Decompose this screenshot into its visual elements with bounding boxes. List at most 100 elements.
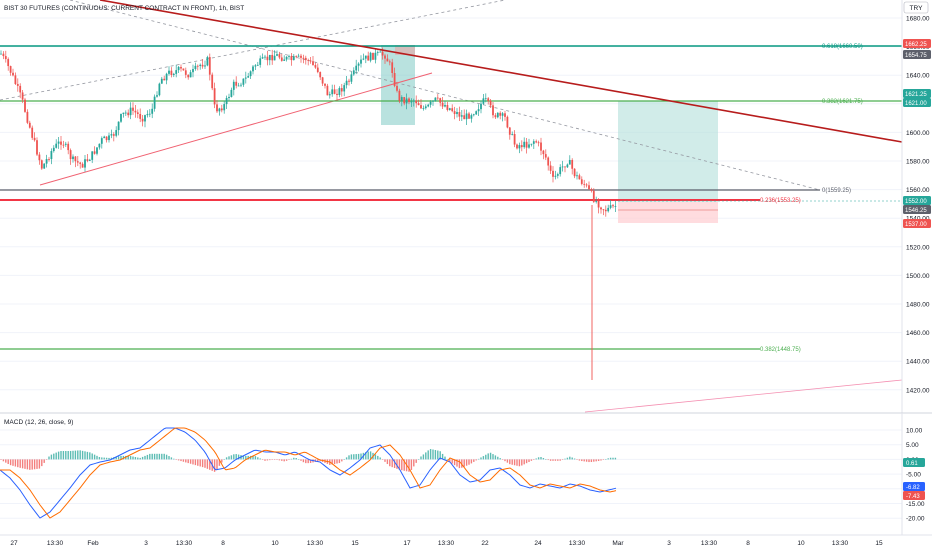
resistance-trendline[interactable] [99,0,903,143]
candle [105,136,108,143]
macd-bar [199,459,201,467]
candle [571,158,574,175]
candle [386,54,389,62]
macd-bar [473,459,475,462]
macd-bar [96,455,98,460]
candle [153,94,156,112]
macd-bar [41,459,43,467]
candle [542,149,545,160]
candle [12,68,14,77]
support-trendline[interactable] [39,72,433,186]
candle [609,199,612,210]
candle [194,62,197,71]
macd-bar [475,459,477,461]
macd-bar [170,457,173,460]
candle [508,126,511,140]
macd-bar [386,459,389,465]
candle [489,98,492,108]
candle [247,72,250,78]
candle [216,100,218,113]
macd-bar [165,454,168,460]
candle [220,104,223,113]
candle [36,137,38,156]
price-axis[interactable]: TRY 1680.001660.001640.001620.001600.001… [901,0,931,413]
macd-bar [55,452,57,460]
candle [614,200,617,212]
macd-bar [569,456,571,460]
macd-bar [38,459,41,469]
macd-bar [489,452,492,460]
main-pane[interactable]: 0.618(1660.50) 0.382(1621.75) 0(1559.25)… [0,0,903,413]
candle [278,51,281,60]
macd-bar [180,459,182,462]
candle [273,50,276,61]
macd-bar [86,451,89,460]
macd-bar [511,459,513,465]
candle [175,64,178,78]
dashed-channel-upper[interactable] [0,0,506,101]
candlestick-series[interactable] [0,47,617,380]
candle [129,102,132,120]
macd-bar [293,457,295,460]
macd-bar [602,459,605,460]
macd-bar [374,454,377,460]
macd-bar [127,455,129,460]
macd-bar [139,457,141,460]
macd-bar [50,454,53,460]
fib-label-0382b: 0.382(1448.75) [760,347,801,353]
candle [268,54,271,66]
candle [110,129,113,139]
candle [45,154,48,168]
macd-bar [343,459,345,460]
candle [237,82,240,87]
svg-text:1546.25: 1546.25 [905,208,927,214]
candle [259,55,262,68]
candle [172,72,175,78]
candle [364,55,367,64]
dashed-channel-lower[interactable] [69,0,821,191]
svg-text:-7.43: -7.43 [906,494,920,500]
position-stop-zone[interactable] [618,202,718,223]
macd-bar [185,459,187,463]
macd-badge: -6.82 [903,482,925,491]
macd-bar [235,454,237,460]
macd-bar [285,459,288,461]
candle [345,75,348,89]
candle [223,100,226,114]
candle [187,74,190,80]
candle [432,100,434,106]
macd-bar [533,459,535,460]
time-axis[interactable]: 27 13:30 Feb 3 13:30 8 10 13:30 15 17 13:30 22 24 13:… [0,534,932,547]
candle [117,121,120,136]
lower-trendline[interactable] [584,379,903,413]
macd-bar [401,459,403,471]
candle [458,106,461,121]
candle [170,67,173,78]
macd-bar [444,456,446,460]
candle [537,140,540,147]
candle [304,55,307,65]
candle [573,168,576,179]
macd-bar [60,451,62,460]
macd-bar [206,459,209,469]
candle [76,155,79,167]
candle [355,59,358,75]
macd-bar [451,459,453,464]
time-tick-label: 27 [10,540,18,547]
macd-bar [506,459,509,463]
macd-histogram [0,449,617,472]
candle [352,67,355,76]
macd-bar [43,459,45,463]
macd-pane[interactable]: MACD (12, 26, close, 9) 10.005.000.00-5.… [0,413,925,535]
candle [168,66,170,76]
candle [62,140,65,149]
candle [26,109,29,125]
macd-bar [571,457,573,460]
macd-bar [230,455,233,460]
position-target-zone[interactable] [618,101,718,202]
macd-bar [393,459,396,469]
macd-bar [101,457,103,460]
candle [408,97,410,105]
candle [14,72,17,86]
